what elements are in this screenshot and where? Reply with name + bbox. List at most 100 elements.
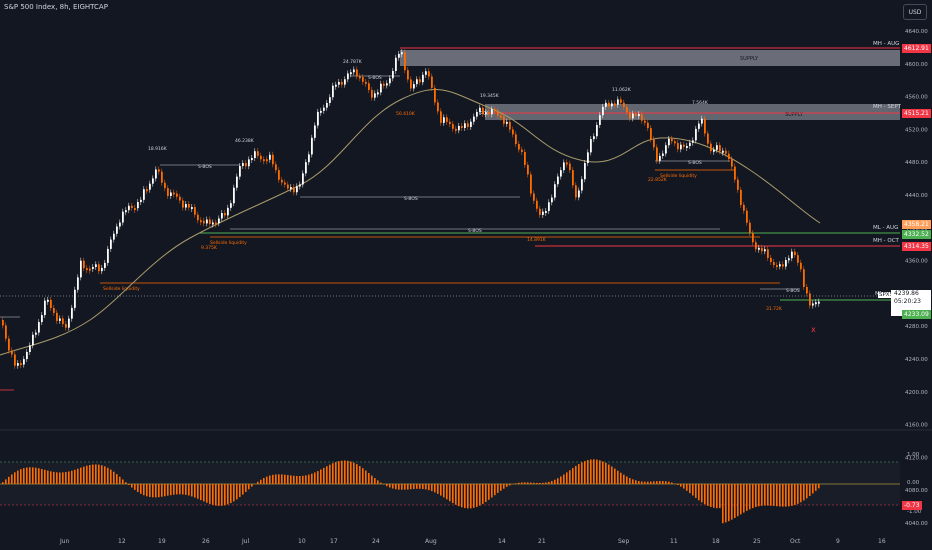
supply-label-1: SUPPLY [740,56,759,62]
candle-body [785,260,787,267]
osc-bar [611,466,613,484]
candle-body [245,163,247,167]
osc-bar [89,464,91,484]
candle-body [47,299,49,302]
osc-bar [641,481,643,484]
candle-body [353,69,355,73]
candle-body [740,189,742,205]
candle-body [725,150,727,154]
osc-bar [248,484,250,490]
osc-bar [575,465,577,484]
osc-bar [224,484,226,506]
osc-bar [743,484,745,513]
osc-bar [431,484,433,492]
candle-body [170,192,172,197]
candle-body [638,114,640,117]
osc-bar [473,484,475,508]
candle-body [713,149,715,152]
time-axis[interactable]: Jun 12 19 26 Jul 10 17 24 Aug 14 21 Sep 11 18 25 Oct 9 16 [59,538,886,545]
candle-body [434,87,436,103]
candle-body [80,260,82,278]
currency-button[interactable]: USD [903,4,927,20]
candle-body [431,76,433,88]
osc-bar [209,484,211,504]
time-tick: 21 [538,538,546,545]
osc-bar [95,464,97,484]
osc-bar [644,481,646,484]
osc-bar [539,482,541,484]
candle-body [503,116,505,124]
osc-bar [563,474,565,484]
osc-bar [779,484,781,507]
osc-bar [590,459,592,484]
osc-bar [146,484,148,497]
osc-bar [470,484,472,509]
candle-body [530,174,532,194]
osc-axis[interactable]: 1.00 0.00 -1.00 [907,452,922,515]
level-tag-ml: 4233.09 [902,310,931,319]
candle-body [158,169,160,172]
level-label-ml-aug: ML - AUG [873,225,899,231]
osc-bar [287,475,289,484]
candle-body [665,145,667,154]
osc-bar [614,468,616,484]
osc-bar [404,484,406,490]
osc-bar [299,475,301,484]
osc-bar [5,479,7,484]
osc-bar [653,481,655,484]
candle-body [758,247,760,250]
sellside-label-1: Sellside liquidity [210,240,247,246]
osc-bar [542,482,544,484]
osc-bar [602,461,604,484]
candle-body [812,303,814,306]
candle-body [155,169,157,179]
bos-label-4: S-BOS [368,75,382,81]
candle-body [380,83,382,93]
candle-body [146,189,148,192]
candle-body [512,129,514,135]
osc-bar [500,484,502,491]
osc-bar [656,481,658,484]
candle-body [137,202,139,209]
candle-body [800,262,802,270]
candle-body [728,153,730,160]
candle-body [341,81,343,85]
candle-body [53,308,55,313]
candle-body [485,112,487,115]
osc-bar [389,484,391,488]
candle-body [674,141,676,144]
osc-bar [302,475,304,484]
osc-bar [506,484,508,487]
osc-bar [791,484,793,506]
osc-bar [170,484,172,496]
candle-body [806,286,808,294]
candle-body [629,112,631,119]
osc-bar [569,470,571,484]
osc-bar [695,484,697,498]
candle-body [746,210,748,223]
candle-body [5,325,7,339]
candle-body [773,262,775,266]
candle-body [371,89,373,98]
candle-body [197,214,199,221]
osc-bar [488,484,490,500]
candle-body [302,173,304,185]
candle-body [221,213,223,219]
osc-bar [293,475,295,484]
candle-body [191,207,193,210]
sellside-label-2: Sellside liquidity [103,286,140,292]
candle-body [272,154,274,165]
candle-body [593,136,595,140]
osc-bar [728,484,730,522]
candle-body [491,109,493,115]
candle-body [563,162,565,171]
candle-body [224,213,226,216]
osc-bar [257,481,259,484]
osc-bar [740,484,742,515]
candle-body [257,151,259,156]
osc-bar [167,484,169,496]
candle-body [779,264,781,267]
osc-bar [122,479,124,484]
osc-bar [536,482,538,484]
